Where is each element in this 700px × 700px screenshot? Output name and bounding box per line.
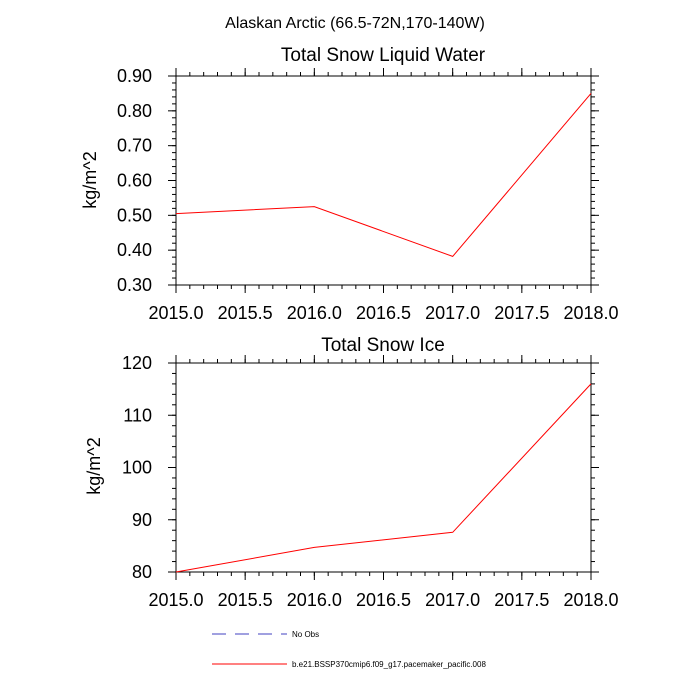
- y-tick-label: 80: [132, 562, 152, 582]
- y-tick-label: 0.80: [117, 101, 152, 121]
- x-tick-label: 2018.0: [563, 303, 618, 323]
- y-axis-label: kg/m^2: [80, 151, 100, 208]
- plot-frame: [175, 362, 592, 573]
- y-tick-label: 0.30: [117, 275, 152, 295]
- y-tick-label: 120: [122, 353, 152, 373]
- x-tick-label: 2015.0: [148, 303, 203, 323]
- y-tick-label: 0.50: [117, 205, 152, 225]
- x-tick-label: 2016.5: [356, 303, 411, 323]
- y-tick-label: 90: [132, 510, 152, 530]
- x-tick-label: 2017.0: [425, 590, 480, 610]
- y-tick-label: 0.60: [117, 171, 152, 191]
- y-tick-label: 0.70: [117, 136, 152, 156]
- legend: No Obs b.e21.BSSP370cmip6.f09_g17.pacema…: [212, 630, 486, 669]
- x-tick-label: 2017.0: [425, 303, 480, 323]
- y-tick-label: 0.90: [117, 66, 152, 86]
- x-tick-label: 2016.0: [287, 303, 342, 323]
- chart-panel-snow-liquid-water: Total Snow Liquid Water kg/m^2 2015.0 201…: [80, 45, 619, 323]
- x-tick-label: 2016.5: [356, 590, 411, 610]
- panel-title: Total Snow Liquid Water: [281, 45, 486, 66]
- x-tick-label: 2016.0: [287, 590, 342, 610]
- x-tick-label: 2015.5: [218, 590, 273, 610]
- x-tick-label: 2017.5: [494, 590, 549, 610]
- legend-label-model-run: b.e21.BSSP370cmip6.f09_g17.pacemaker_pac…: [292, 660, 486, 669]
- y-tick-label: 100: [122, 458, 152, 478]
- panel-title: Total Snow Ice: [321, 335, 445, 356]
- x-tick-label: 2015.5: [218, 303, 273, 323]
- x-tick-label: 2018.0: [563, 590, 618, 610]
- figure-suptitle: Alaskan Arctic (66.5-72N,170-140W): [225, 15, 485, 32]
- y-axis-label: kg/m^2: [84, 437, 104, 494]
- x-tick-label: 2017.5: [494, 303, 549, 323]
- series-line-0: [175, 93, 592, 257]
- y-tick-label: 0.40: [117, 240, 152, 260]
- y-tick-label: 110: [123, 405, 152, 425]
- series-line-0: [175, 383, 592, 573]
- chart-panel-snow-ice: Total Snow Ice kg/m^2 2015.0 2015.5 2016.0…: [84, 335, 619, 610]
- x-tick-label: 2015.0: [148, 590, 203, 610]
- legend-label-no-obs: No Obs: [292, 630, 319, 639]
- plot-frame: [175, 75, 592, 286]
